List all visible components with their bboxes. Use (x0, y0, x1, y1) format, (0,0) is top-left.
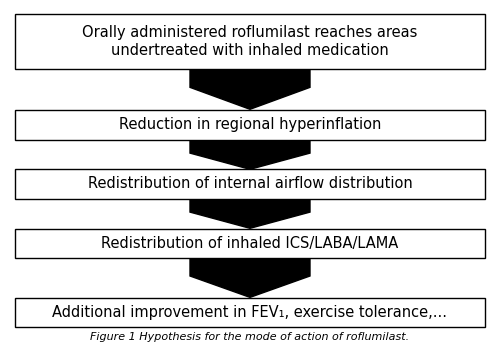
Text: Figure 1 Hypothesis for the mode of action of roflumilast.: Figure 1 Hypothesis for the mode of acti… (90, 332, 409, 342)
Text: Reduction in regional hyperinflation: Reduction in regional hyperinflation (119, 117, 381, 133)
Polygon shape (190, 140, 310, 169)
FancyBboxPatch shape (15, 169, 485, 198)
FancyBboxPatch shape (15, 229, 485, 258)
Text: Redistribution of inhaled ICS/LABA/LAMA: Redistribution of inhaled ICS/LABA/LAMA (102, 236, 399, 251)
Polygon shape (190, 199, 310, 228)
Text: Redistribution of internal airflow distribution: Redistribution of internal airflow distr… (88, 176, 412, 192)
Polygon shape (190, 259, 310, 297)
FancyBboxPatch shape (15, 14, 485, 69)
FancyBboxPatch shape (15, 297, 485, 327)
FancyBboxPatch shape (15, 110, 485, 139)
Polygon shape (190, 69, 310, 109)
Text: Additional improvement in FEV₁, exercise tolerance,...: Additional improvement in FEV₁, exercise… (52, 305, 448, 320)
Text: Orally administered roflumilast reaches areas
undertreated with inhaled medicati: Orally administered roflumilast reaches … (82, 25, 417, 58)
